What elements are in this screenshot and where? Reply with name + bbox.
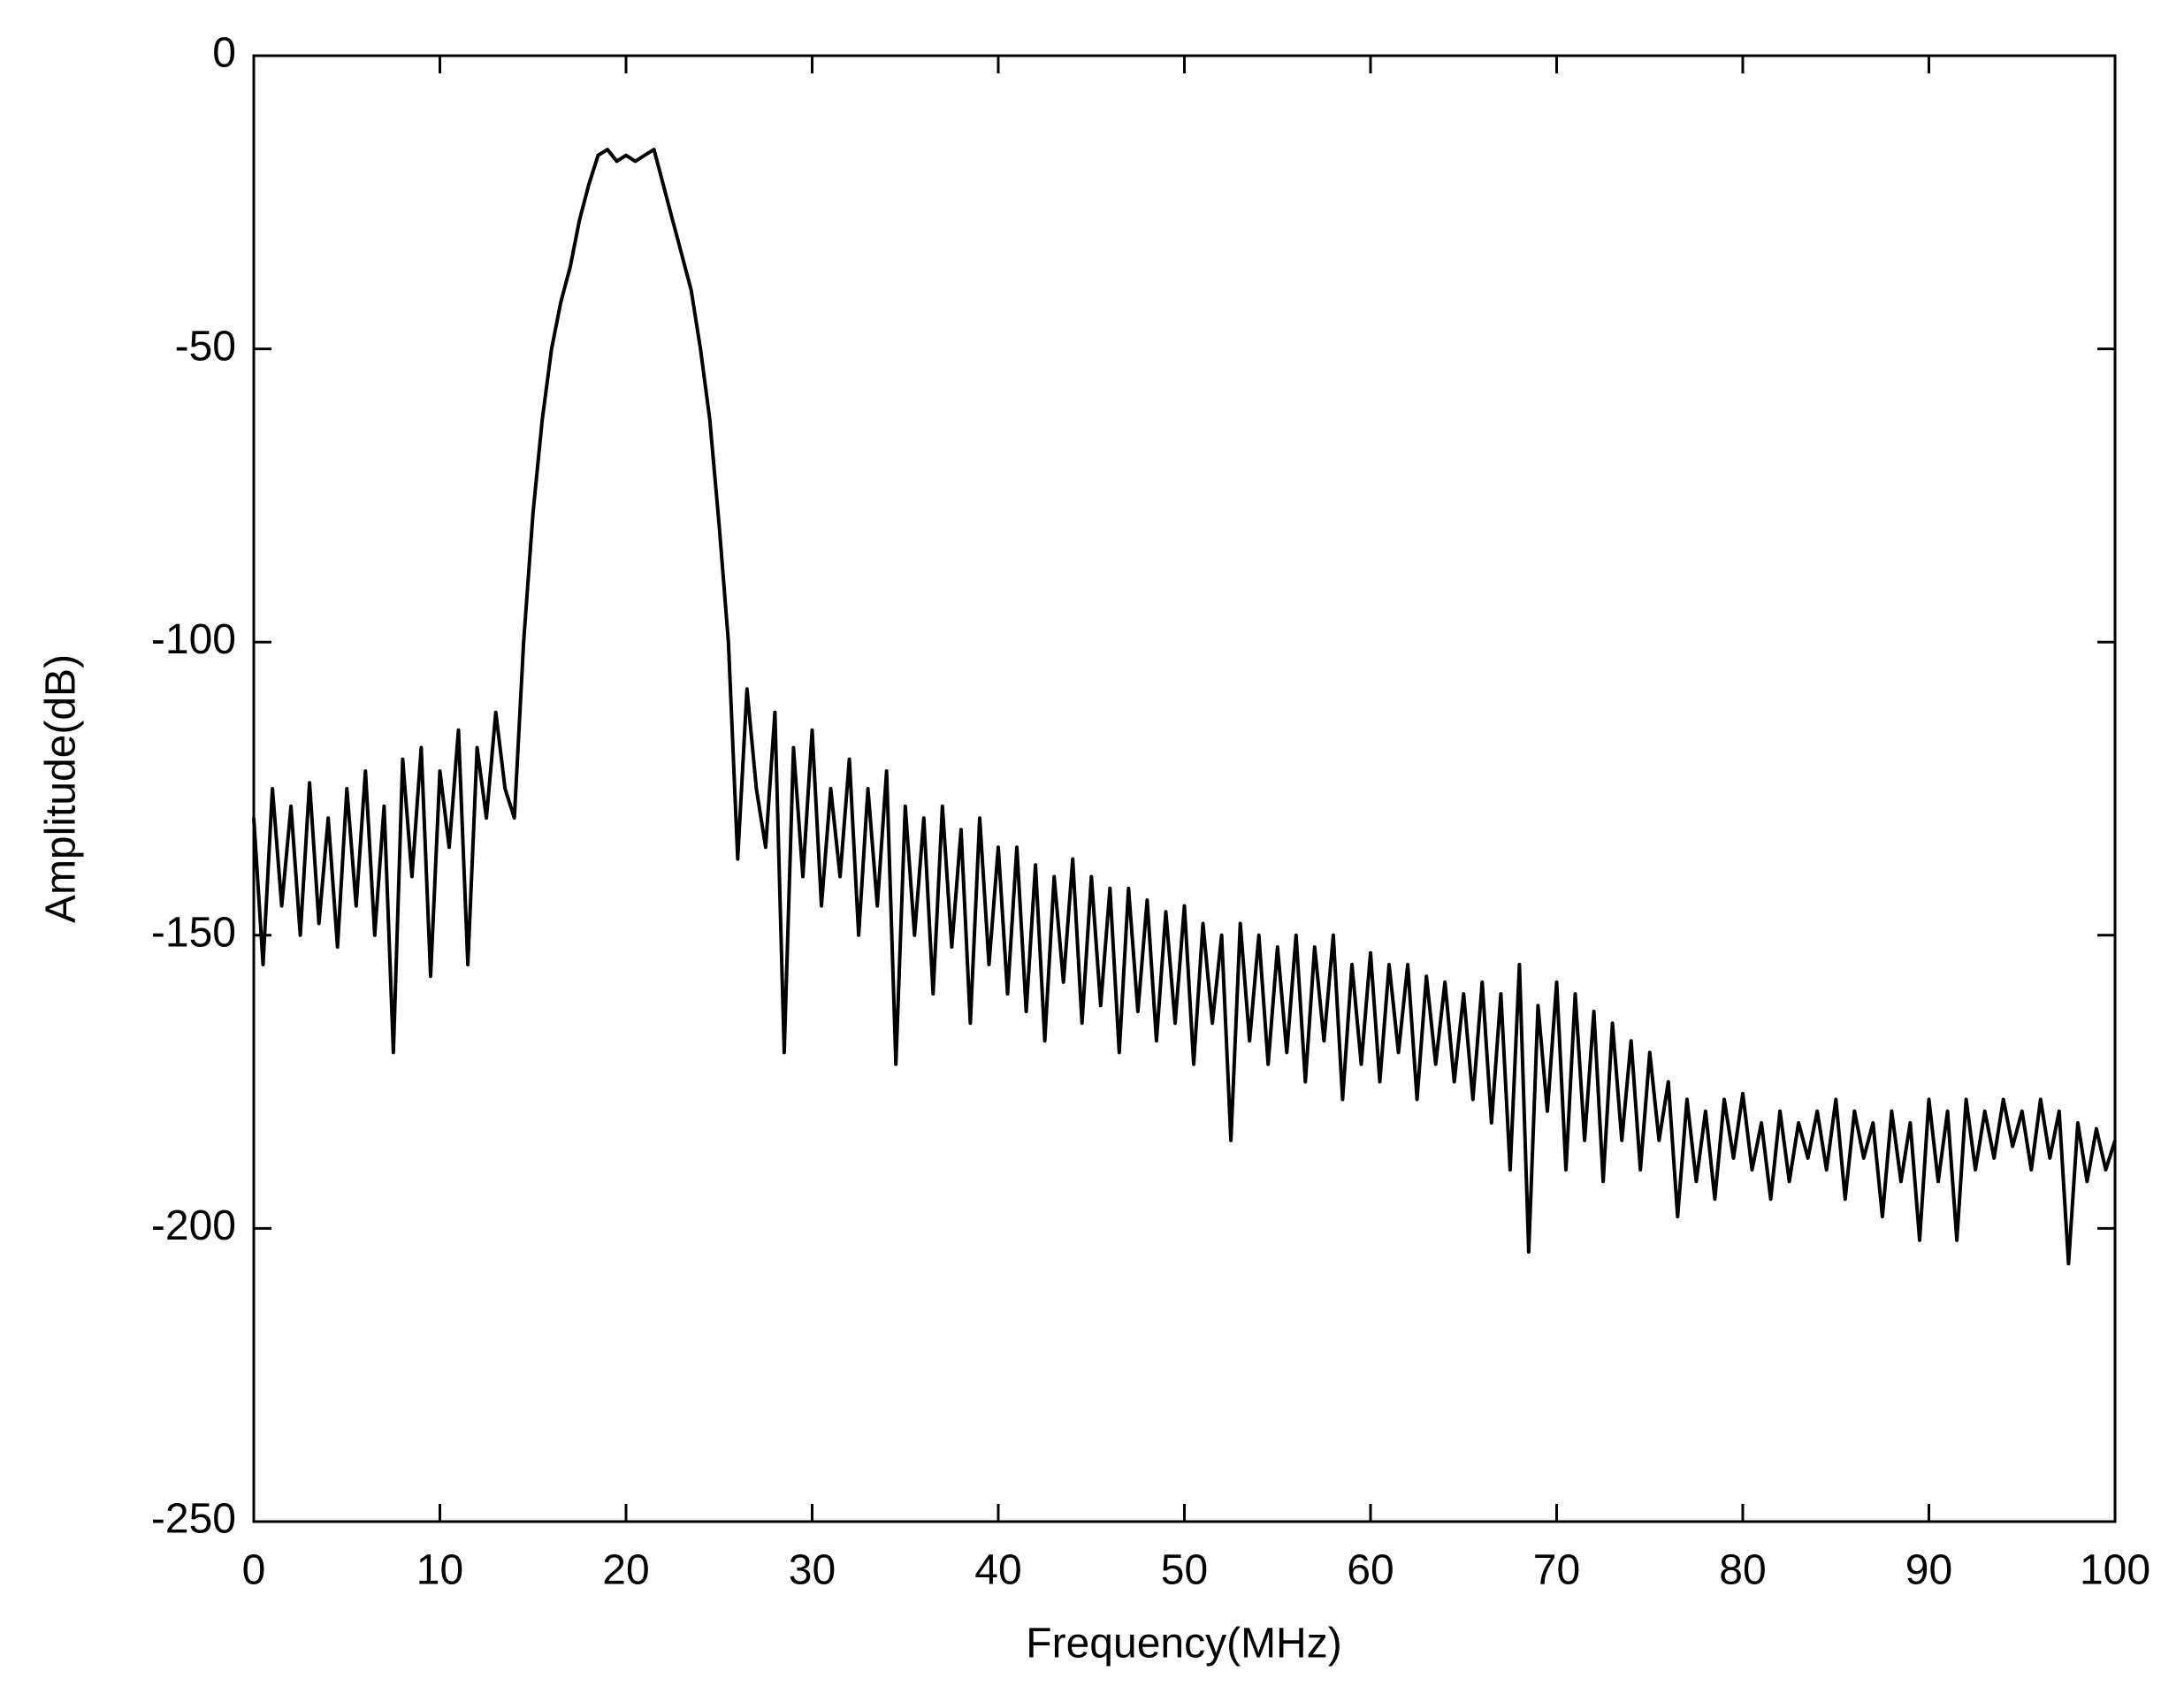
data-line: [252, 148, 2117, 1266]
y-tick-label: -50: [175, 323, 236, 370]
x-tick-label: 0: [242, 1547, 266, 1594]
y-tick-label: -200: [151, 1202, 236, 1249]
plot-frame: [252, 54, 2117, 1523]
y-axis-label: Amplitude(dB): [38, 654, 85, 923]
x-tick-label: 80: [1719, 1547, 1766, 1594]
y-tick-label: -100: [151, 616, 236, 663]
x-tick-label: 20: [602, 1547, 649, 1594]
y-tick-label: -150: [151, 909, 236, 956]
x-tick-label: 30: [789, 1547, 836, 1594]
x-tick-label: 40: [974, 1547, 1021, 1594]
x-tick-label: 60: [1347, 1547, 1394, 1594]
y-tick-label: 0: [212, 30, 236, 77]
x-tick-label: 90: [1905, 1547, 1952, 1594]
y-tick-label: -250: [151, 1496, 236, 1543]
x-axis-label: Frequency(MHz): [1026, 1621, 1341, 1667]
x-tick-label: 50: [1161, 1547, 1208, 1594]
x-tick-label: 100: [2080, 1547, 2150, 1594]
x-tick-label: 70: [1533, 1547, 1580, 1594]
x-tick-label: 10: [416, 1547, 463, 1594]
